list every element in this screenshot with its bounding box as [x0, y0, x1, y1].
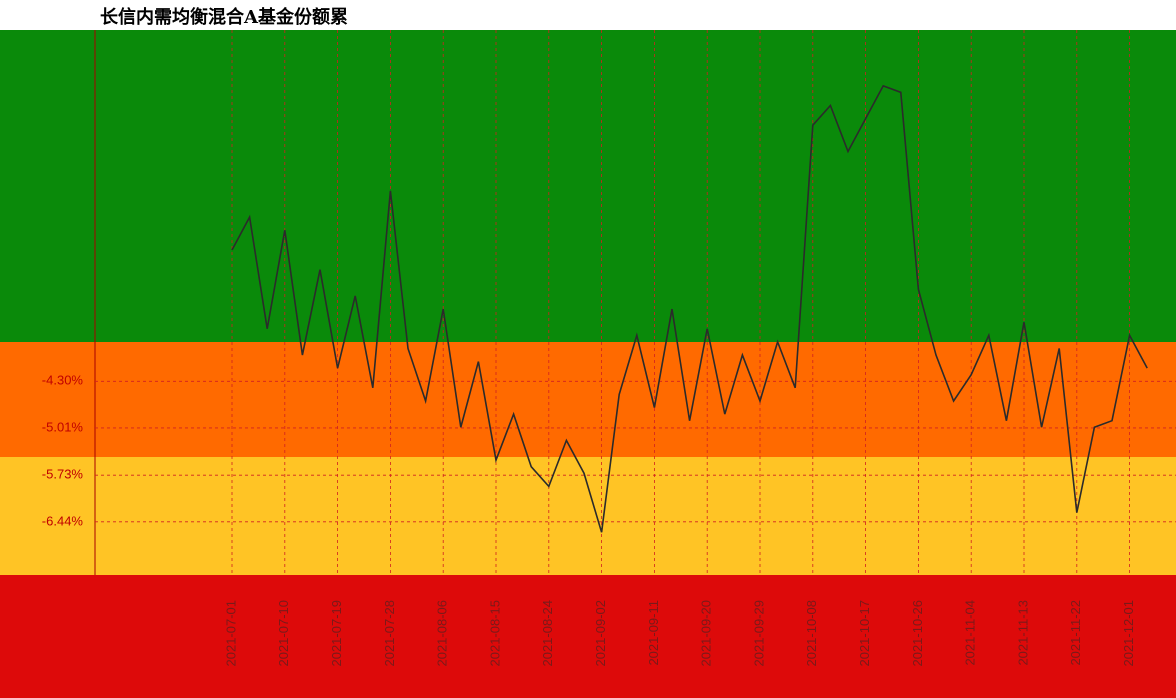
- line: [231, 84, 1148, 533]
- band-yellow: [0, 457, 1176, 575]
- x-tick-label: 2021-11-13: [1015, 600, 1030, 666]
- x-tick-label: 2021-07-19: [329, 600, 344, 667]
- y-tick-label: -5.01%: [42, 419, 84, 434]
- x-tick-label: 2021-09-20: [699, 600, 714, 667]
- x-tick-label: 2021-11-22: [1068, 600, 1083, 666]
- x-tick-label: 2021-09-29: [751, 600, 766, 667]
- x-tick-label: 2021-12-01: [1121, 600, 1136, 667]
- y-tick-label: -5.73%: [42, 467, 84, 482]
- y-tick-label: -4.30%: [42, 373, 84, 388]
- x-tick-label: 2021-08-15: [487, 600, 502, 667]
- band-red: [0, 575, 1176, 698]
- x-tick-label: 2021-10-26: [910, 600, 925, 667]
- x-tick-label: 2021-08-06: [435, 600, 450, 667]
- band-green: [0, 30, 1176, 342]
- x-tick-label: 2021-09-02: [593, 600, 608, 667]
- x-tick-label: 2021-07-28: [382, 600, 397, 667]
- x-tick-label: 2021-10-17: [857, 600, 872, 667]
- x-tick-label: 2021-08-24: [540, 600, 555, 667]
- x-tick-label: 2021-07-10: [276, 600, 291, 667]
- x-tick-label: 2021-07-01: [223, 600, 238, 667]
- x-tick-label: 2021-09-11: [646, 600, 661, 666]
- band-orange: [0, 342, 1176, 457]
- y-tick-label: -6.44%: [42, 513, 84, 528]
- chart-title: 长信内需均衡混合A基金份额累: [100, 6, 348, 28]
- x-tick-label: 2021-11-04: [963, 600, 978, 666]
- x-tick-label: 2021-10-08: [804, 600, 819, 667]
